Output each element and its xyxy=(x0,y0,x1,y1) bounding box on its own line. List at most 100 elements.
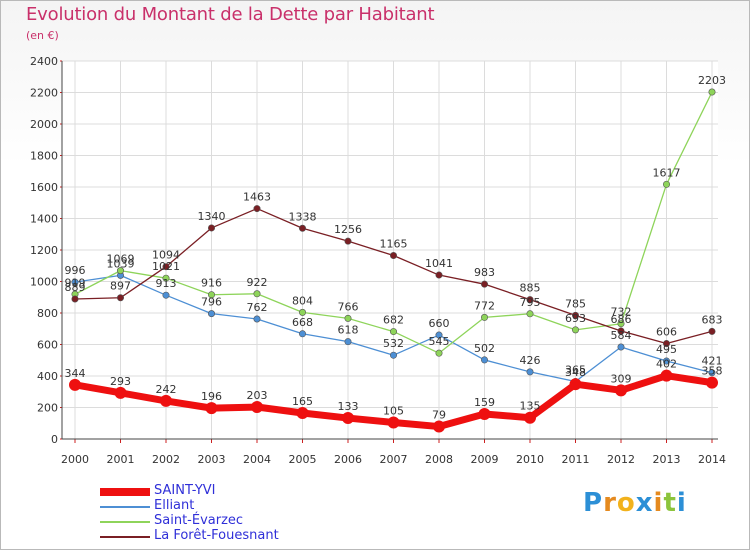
data-label-1: 159 xyxy=(474,396,495,409)
data-label-3: 693 xyxy=(565,312,586,325)
legend-label: SAINT-YVI xyxy=(154,483,216,498)
series-point-3 xyxy=(389,328,397,336)
x-tick-label: 2002 xyxy=(152,453,180,466)
chart-subtitle: (en €) xyxy=(26,29,59,42)
series-point-3 xyxy=(208,291,216,299)
series-point-1 xyxy=(433,420,445,433)
data-label-1: 402 xyxy=(656,358,677,371)
series-point-2 xyxy=(435,331,443,339)
series-point-2 xyxy=(71,278,79,286)
data-label-1: 344 xyxy=(65,367,86,380)
series-point-3 xyxy=(162,274,170,282)
data-label-1: 309 xyxy=(611,372,632,385)
series-point-1 xyxy=(387,416,400,429)
series-point-4 xyxy=(253,205,261,213)
series-point-3 xyxy=(117,267,125,275)
legend-label: Elliant xyxy=(154,498,195,513)
series-point-4 xyxy=(389,252,397,260)
series-point-4 xyxy=(208,224,216,232)
data-label-3: 795 xyxy=(520,296,541,309)
series-point-1 xyxy=(296,407,309,420)
series-point-4 xyxy=(571,311,579,319)
series-point-2 xyxy=(662,357,670,365)
data-label-3: 1617 xyxy=(653,166,681,179)
y-tick-label: 0 xyxy=(51,433,58,446)
data-label-1: 203 xyxy=(247,389,268,402)
y-tick-label: 400 xyxy=(37,370,58,383)
data-label-4: 1094 xyxy=(152,249,180,262)
y-tick-label: 1800 xyxy=(30,150,58,163)
logo-letter: P xyxy=(583,488,604,518)
legend-swatch xyxy=(100,521,150,523)
series-point-1 xyxy=(251,401,263,414)
series-point-3 xyxy=(298,308,306,316)
y-tick-label: 200 xyxy=(37,402,58,415)
series-point-4 xyxy=(162,263,170,271)
data-label-3: 772 xyxy=(474,299,495,312)
data-label-1: 165 xyxy=(292,395,313,408)
x-tick-label: 2014 xyxy=(698,453,726,466)
x-tick-label: 2013 xyxy=(653,453,681,466)
series-point-1 xyxy=(114,386,127,399)
y-tick-label: 1000 xyxy=(30,276,58,289)
series-point-3 xyxy=(662,180,670,188)
data-label-1: 133 xyxy=(338,400,359,413)
series-point-4 xyxy=(435,271,443,279)
series-point-2 xyxy=(526,368,534,376)
data-label-3: 545 xyxy=(429,335,450,348)
data-label-2: 426 xyxy=(520,354,541,367)
data-label-4: 885 xyxy=(520,282,541,295)
legend-label: Saint-Évarzec xyxy=(154,513,244,528)
legend-swatch xyxy=(100,536,150,538)
x-tick-label: 2012 xyxy=(607,453,635,466)
data-label-2: 1039 xyxy=(107,257,135,270)
data-label-4: 686 xyxy=(611,313,632,326)
x-tick-label: 2008 xyxy=(425,453,453,466)
y-tick-label: 2000 xyxy=(30,118,58,131)
series-point-4 xyxy=(480,280,488,288)
legend-label: La Forêt-Fouesnant xyxy=(154,528,279,543)
data-label-3: 1069 xyxy=(107,253,135,266)
data-label-4: 1340 xyxy=(198,210,226,223)
series-point-2 xyxy=(708,369,716,377)
series-point-1 xyxy=(342,412,354,425)
logo-letter: o xyxy=(616,488,636,518)
data-label-1: 105 xyxy=(383,404,404,417)
series-point-2 xyxy=(617,343,625,351)
data-label-4: 683 xyxy=(702,313,723,326)
x-tick-label: 2005 xyxy=(289,453,317,466)
series-point-2 xyxy=(389,351,397,359)
series-point-3 xyxy=(435,349,443,357)
x-tick-label: 2003 xyxy=(198,453,226,466)
proxiti-logo: Proxiti xyxy=(583,488,687,518)
series-point-4 xyxy=(344,237,352,245)
series-point-4 xyxy=(708,327,716,335)
data-label-2: 913 xyxy=(156,277,177,290)
logo-letter: i xyxy=(676,488,687,518)
series-point-3 xyxy=(526,310,534,318)
data-label-1: 348 xyxy=(565,366,586,379)
series-point-1 xyxy=(706,376,718,389)
legend-swatch xyxy=(100,488,150,496)
series-point-4 xyxy=(71,295,79,303)
data-label-1: 242 xyxy=(156,383,177,396)
x-tick-label: 2006 xyxy=(334,453,362,466)
data-label-2: 796 xyxy=(201,296,222,309)
data-label-4: 1165 xyxy=(380,238,408,251)
logo-letter: t xyxy=(663,488,677,518)
x-tick-label: 2000 xyxy=(61,453,89,466)
series-point-4 xyxy=(526,296,534,304)
series-point-3 xyxy=(344,314,352,322)
data-label-1: 293 xyxy=(110,375,131,388)
data-label-2: 762 xyxy=(247,301,268,314)
logo-letter: r xyxy=(603,488,617,518)
data-label-4: 897 xyxy=(110,280,131,293)
logo-letter: i xyxy=(653,488,664,518)
y-tick-label: 2200 xyxy=(30,87,58,100)
series-point-2 xyxy=(344,338,352,346)
data-label-1: 79 xyxy=(432,409,446,422)
data-label-3: 732 xyxy=(611,306,632,319)
x-tick-label: 2010 xyxy=(516,453,544,466)
series-point-1 xyxy=(615,384,627,397)
chart-title: Evolution du Montant de la Dette par Hab… xyxy=(26,4,435,25)
